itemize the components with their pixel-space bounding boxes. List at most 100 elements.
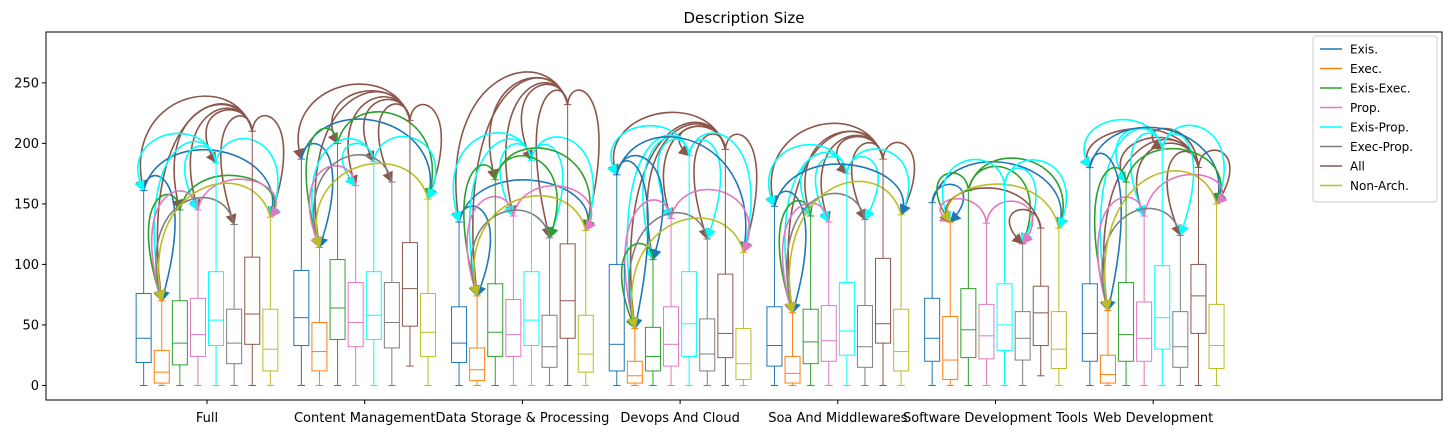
series-exec-prop- (226, 181, 1189, 386)
box-iqr (681, 271, 698, 357)
box-iqr (766, 306, 783, 367)
box-iqr (735, 328, 752, 380)
box-iqr (541, 314, 558, 368)
box (766, 205, 783, 386)
box-iqr (626, 360, 643, 384)
box-iqr (644, 326, 661, 372)
y-tick-label: 0 (31, 379, 39, 394)
significance-arrow (1008, 208, 1042, 245)
significance-arrow (693, 133, 727, 241)
box (1154, 148, 1171, 386)
legend-label: Exis-Exec. (1350, 82, 1411, 96)
significance-arrow (535, 89, 569, 239)
box-iqr (365, 271, 382, 340)
significance-arrow (784, 192, 866, 314)
significance-arrow (1097, 196, 1145, 312)
box (608, 174, 625, 386)
box-iqr (1208, 303, 1225, 370)
box (1208, 203, 1225, 386)
box-plots (135, 104, 1225, 386)
box (784, 312, 801, 386)
significance-arrow (469, 195, 587, 297)
box (487, 179, 504, 386)
significance-arrow (627, 211, 709, 330)
box-iqr (189, 297, 206, 357)
box-iqr (1050, 311, 1067, 370)
box-iqr (171, 300, 188, 366)
significance-arrow (468, 209, 551, 297)
y-tick-label: 150 (14, 197, 39, 212)
significance-arrow (311, 162, 429, 249)
box (1172, 234, 1189, 386)
significance-arrow (197, 178, 281, 219)
box (262, 216, 279, 386)
box (644, 259, 661, 386)
box (311, 246, 328, 386)
significance-arrow (409, 103, 443, 201)
box (681, 154, 698, 386)
significance-arrow (773, 163, 911, 216)
box (451, 221, 468, 386)
box (924, 202, 941, 386)
box-iqr (802, 308, 819, 365)
box-iqr (924, 297, 941, 362)
box-iqr (523, 271, 540, 347)
box-iqr (820, 305, 837, 362)
box-iqr (293, 269, 310, 347)
x-tick-label: Devops And Cloud (620, 411, 739, 426)
series-all (244, 104, 1207, 386)
box (893, 214, 910, 386)
significance-arrow (308, 164, 357, 249)
significance-arrow (624, 199, 672, 330)
box-iqr (262, 308, 279, 372)
box (663, 217, 680, 386)
series-exec- (153, 221, 1116, 386)
box (1190, 167, 1207, 386)
legend-label: Prop. (1350, 101, 1380, 115)
significance-arrow (1093, 166, 1127, 312)
significance-arrow (606, 124, 690, 176)
box (978, 222, 995, 386)
significance-arrow (134, 132, 217, 192)
box (942, 221, 959, 386)
significance-arrow (220, 115, 254, 226)
significance-arrow (336, 111, 437, 201)
box-iqr (942, 315, 959, 380)
box-iqr (559, 243, 576, 339)
y-tick-label: 50 (22, 318, 39, 333)
significance-arrow (494, 147, 595, 232)
box (1032, 227, 1049, 377)
box-iqr (875, 257, 892, 344)
box (1118, 181, 1135, 386)
significance-arrow (882, 141, 916, 216)
x-tick-label: Web Development (1093, 411, 1213, 426)
box-iqr (329, 259, 346, 340)
box-iqr (1154, 265, 1171, 350)
box-iqr (1136, 301, 1153, 362)
legend-label: All (1350, 160, 1365, 174)
significance-arrow (566, 89, 600, 232)
box-iqr (663, 306, 680, 367)
box (329, 142, 346, 386)
box-iqr (505, 299, 522, 357)
box-iqr (487, 283, 504, 357)
box (735, 251, 752, 386)
significance-arrow (785, 180, 902, 314)
significance-arrow (765, 143, 848, 208)
significance-arrow (530, 136, 595, 232)
significance-arrows (134, 71, 1231, 330)
legend-box (1312, 35, 1438, 203)
series-exis-prop- (208, 148, 1171, 386)
box-iqr (420, 292, 437, 357)
box (1014, 243, 1031, 386)
box-iqr (1172, 311, 1189, 368)
y-tick-label: 100 (14, 258, 39, 273)
series-non-arch- (262, 198, 1225, 386)
legend: Exis. Exec. Exis-Exec. Prop. Exis-Prop. Exec-… (1312, 35, 1438, 203)
significance-arrow (620, 242, 654, 330)
box (559, 104, 576, 386)
y-tick-label: 250 (14, 76, 39, 91)
box (171, 209, 188, 386)
box (420, 198, 437, 386)
